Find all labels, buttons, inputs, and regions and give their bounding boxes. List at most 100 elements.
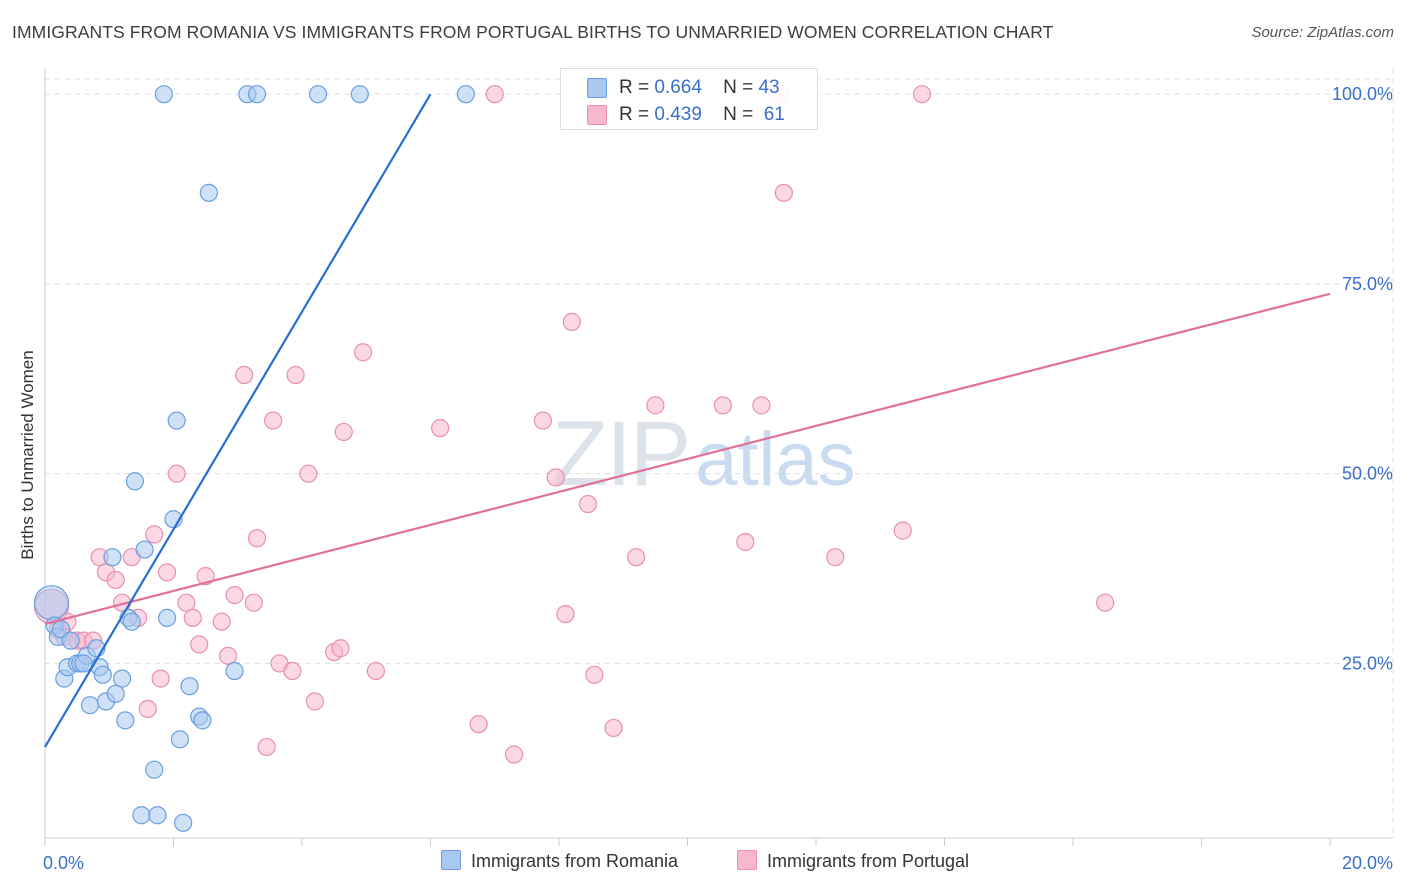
romania-point [103,548,122,567]
portugal-point [177,593,196,612]
axes [44,68,1393,846]
tick-labels: 25.0% 50.0% 75.0% 100.0% 0.0% 20.0% [43,84,1393,873]
portugal-point [145,525,164,544]
portugal-point [713,396,732,415]
y-tick-label: 75.0% [1342,274,1393,294]
bottom-legend-swatch-portugal [737,850,757,870]
portugal-point [431,419,450,438]
portugal-point [736,532,755,552]
romania-point [122,612,141,631]
portugal-point [235,365,254,385]
romania-point [193,711,212,730]
romania-point [170,730,190,749]
series-romania-points [33,85,475,832]
legend-swatch-portugal [587,105,607,125]
y-tick-label: 100.0% [1332,84,1393,104]
portugal-point [263,411,283,430]
bottom-legend-swatch-romania [441,850,461,870]
romania-point [199,183,218,202]
romania-point [145,760,164,779]
legend-r-label: R = [619,77,650,98]
portugal-point [138,699,157,719]
portugal-point [183,608,202,627]
portugal-point [196,567,215,586]
portugal-point [562,312,581,331]
romania-point [74,654,93,673]
y-tick-label: 50.0% [1342,464,1393,484]
watermark-atlas: atlas [695,417,856,502]
source-label: Source: ZipAtlas.com [1251,24,1394,41]
portugal-point [190,635,209,654]
portugal-point [283,661,302,681]
portugal-point [106,570,125,590]
bottom-legend-portugal: Immigrants from Portugal [737,850,969,872]
portugal-point [626,548,646,567]
portugal-point [604,718,623,738]
legend-n-label: N = [723,104,754,125]
legend-r-value-romania: 0.664 [654,77,702,98]
portugal-point [212,612,231,631]
portugal-point [504,745,524,764]
portugal-point [774,183,793,202]
y-tick-label: 25.0% [1342,653,1393,673]
correlation-legend: R = 0.664 N = 43 R = 0.439 N = 61 [560,68,818,130]
romania-point [456,85,475,104]
portugal-point [225,586,244,605]
chart-title: IMMIGRANTS FROM ROMANIA VS IMMIGRANTS FR… [12,22,1054,42]
x-tick-label: 20.0% [1342,853,1393,873]
portugal-point [826,548,845,567]
portugal-trend-line [44,292,1331,626]
romania-point [247,85,267,104]
portugal-point [469,715,488,734]
romania-point [93,665,112,684]
romania-point [116,711,135,730]
legend-swatch-romania [587,78,607,98]
legend-n-value-romania: 43 [758,77,780,98]
romania-point [80,696,100,715]
portugal-point [556,604,575,624]
romania-point [33,585,70,621]
portugal-point [151,669,170,688]
romania-point [350,85,369,104]
romania-point [112,669,132,688]
bottom-legend-label-portugal: Immigrants from Portugal [767,851,970,871]
romania-point [61,631,80,650]
romania-trend-line [44,93,432,748]
portugal-point [334,422,353,442]
legend-r-label: R = [619,104,650,125]
romania-point [174,813,193,832]
grid [45,68,1394,838]
romania-point [132,806,151,825]
legend-n-value-portugal: 61 [763,104,785,125]
bottom-legend-romania: Immigrants from Romania [441,850,678,872]
trend-lines [44,93,1331,748]
portugal-point [485,85,504,104]
legend-n-label: N = [723,77,754,98]
portugal-point [353,343,373,362]
romania-point [154,85,173,104]
portugal-point [219,646,238,665]
romania-point [157,608,177,627]
y-axis-title: Births to Unmarried Women [18,350,37,560]
romania-point [167,411,186,430]
portugal-point [533,411,553,430]
portugal-point [331,639,350,658]
portugal-point [1096,593,1115,612]
legend-r-value-portugal: 0.439 [654,104,702,125]
romania-point [135,540,154,559]
portugal-point [893,521,912,540]
romania-point [106,684,125,703]
portugal-point [585,665,604,684]
romania-point [125,472,145,491]
portugal-point [578,494,598,514]
romania-point [308,85,328,104]
romania-point [225,661,244,681]
portugal-point [299,464,318,483]
bottom-legend-label-romania: Immigrants from Romania [471,851,679,871]
portugal-point [752,396,771,415]
romania-point [180,677,199,696]
portugal-point [546,468,565,487]
portugal-point [167,464,186,483]
portugal-point [912,85,932,104]
